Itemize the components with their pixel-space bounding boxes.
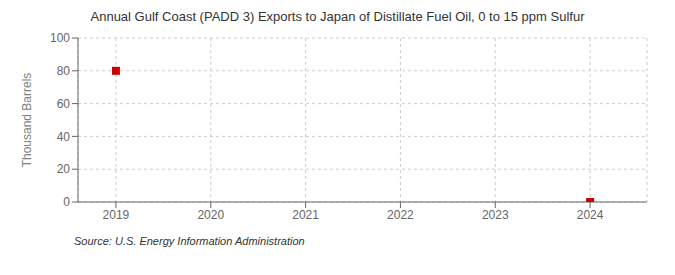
svg-text:2020: 2020 [197, 208, 224, 222]
svg-text:2019: 2019 [103, 208, 130, 222]
svg-text:2023: 2023 [482, 208, 509, 222]
svg-text:2024: 2024 [577, 208, 604, 222]
svg-text:80: 80 [57, 64, 71, 78]
svg-text:20: 20 [57, 162, 71, 176]
svg-text:60: 60 [57, 97, 71, 111]
html-text:Annual Gulf Coast (PADD 3) Exp: Annual Gulf Coast (PADD 3) Exports to Ja… [90, 9, 585, 24]
svg-text:100: 100 [50, 31, 70, 45]
svg-text:40: 40 [57, 130, 71, 144]
svg-text:2021: 2021 [292, 208, 319, 222]
svg-text:2022: 2022 [387, 208, 414, 222]
svg-text:0: 0 [63, 195, 70, 209]
svg-text:Thousand Barrels: Thousand Barrels [20, 73, 34, 168]
html-text:Source: U.S. Energy Informatio: Source: U.S. Energy Information Administ… [74, 235, 305, 247]
